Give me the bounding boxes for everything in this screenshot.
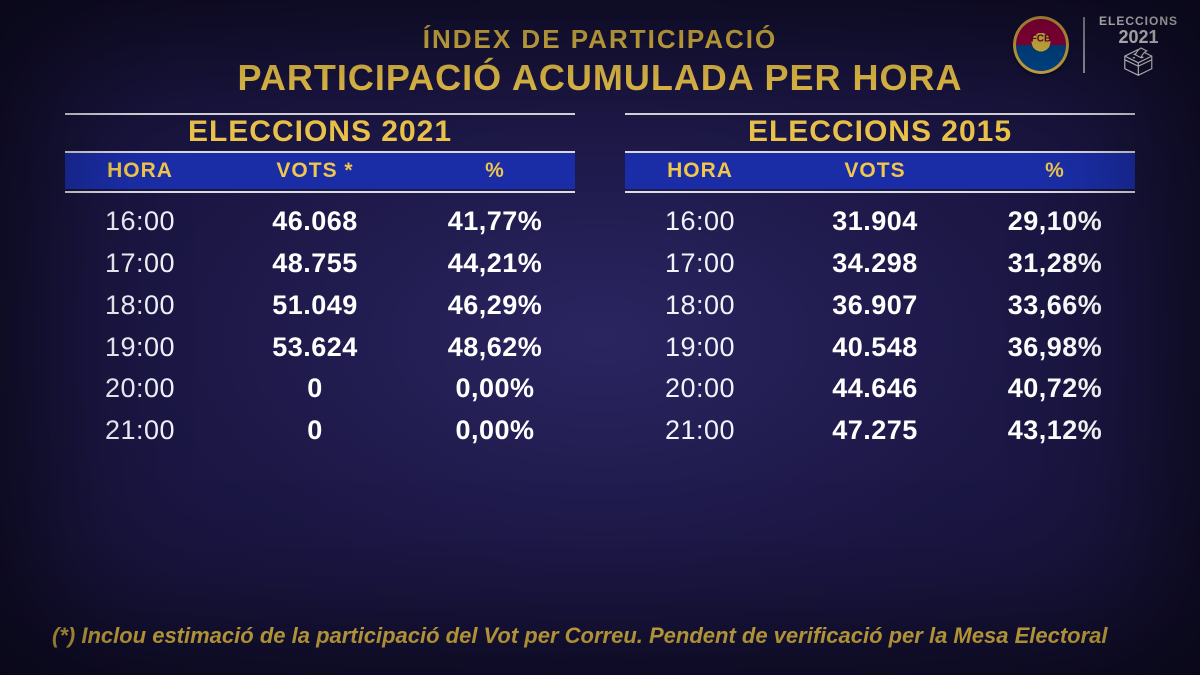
table-row: 16:0031.90429,10% (625, 201, 1135, 243)
title-big: PARTICIPACIÓ ACUMULADA PER HORA (238, 57, 963, 99)
table-row: 16:0046.06841,77% (65, 201, 575, 243)
table-2015-title: ELECCIONS 2015 (625, 115, 1135, 149)
ballot-icon: 🗳 (1099, 48, 1178, 76)
cell-pct: 40,72% (975, 368, 1135, 410)
col-hora: HORA (65, 159, 215, 183)
table-2021-columns: HORA VOTS * % (65, 153, 575, 189)
col-pct: % (415, 159, 575, 183)
cell-pct: 36,98% (975, 327, 1135, 369)
cell-vots: 44.646 (775, 368, 975, 410)
col-vots: VOTS (775, 159, 975, 183)
cell-hora: 16:00 (65, 201, 215, 243)
elections-badge-label: ELECCIONS (1099, 14, 1178, 28)
table-row: 17:0034.29831,28% (625, 243, 1135, 285)
cell-vots: 46.068 (215, 201, 415, 243)
fcb-crest-icon (1013, 16, 1069, 74)
cell-hora: 18:00 (625, 285, 775, 327)
table-row: 19:0040.54836,98% (625, 327, 1135, 369)
cell-vots: 47.275 (775, 410, 975, 452)
col-hora: HORA (625, 159, 775, 183)
title-small: ÍNDEX DE PARTICIPACIÓ (238, 24, 963, 55)
cell-hora: 19:00 (65, 327, 215, 369)
titles: ÍNDEX DE PARTICIPACIÓ PARTICIPACIÓ ACUMU… (238, 24, 963, 99)
cell-vots: 0 (215, 368, 415, 410)
header: ÍNDEX DE PARTICIPACIÓ PARTICIPACIÓ ACUMU… (22, 18, 1178, 99)
cell-hora: 20:00 (65, 368, 215, 410)
cell-vots: 53.624 (215, 327, 415, 369)
elections-badge: ELECCIONS 2021 🗳 (1099, 14, 1178, 76)
table-2015-columns: HORA VOTS % (625, 153, 1135, 189)
cell-vots: 40.548 (775, 327, 975, 369)
table-row: 21:0000,00% (65, 410, 575, 452)
cell-pct: 46,29% (415, 285, 575, 327)
screen: ÍNDEX DE PARTICIPACIÓ PARTICIPACIÓ ACUMU… (22, 18, 1178, 645)
table-2015: ELECCIONS 2015 HORA VOTS % 16:0031.90429… (625, 111, 1135, 452)
cell-hora: 17:00 (625, 243, 775, 285)
cell-pct: 0,00% (415, 368, 575, 410)
cell-vots: 48.755 (215, 243, 415, 285)
cell-hora: 19:00 (625, 327, 775, 369)
footnote: (*) Inclou estimació de la participació … (52, 623, 1148, 649)
table-row: 20:0044.64640,72% (625, 368, 1135, 410)
table-row: 18:0051.04946,29% (65, 285, 575, 327)
cell-pct: 0,00% (415, 410, 575, 452)
cell-pct: 48,62% (415, 327, 575, 369)
cell-vots: 34.298 (775, 243, 975, 285)
table-row: 19:0053.62448,62% (65, 327, 575, 369)
table-2015-rows: 16:0031.90429,10%17:0034.29831,28%18:003… (625, 193, 1135, 452)
cell-hora: 21:00 (625, 410, 775, 452)
table-row: 17:0048.75544,21% (65, 243, 575, 285)
cell-pct: 44,21% (415, 243, 575, 285)
cell-vots: 0 (215, 410, 415, 452)
table-row: 18:0036.90733,66% (625, 285, 1135, 327)
elections-badge-year: 2021 (1099, 28, 1178, 46)
table-2021-title: ELECCIONS 2021 (65, 115, 575, 149)
cell-hora: 16:00 (625, 201, 775, 243)
cell-pct: 33,66% (975, 285, 1135, 327)
cell-hora: 20:00 (625, 368, 775, 410)
cell-hora: 21:00 (65, 410, 215, 452)
cell-vots: 31.904 (775, 201, 975, 243)
cell-pct: 29,10% (975, 201, 1135, 243)
cell-vots: 51.049 (215, 285, 415, 327)
cell-pct: 43,12% (975, 410, 1135, 452)
table-2021: ELECCIONS 2021 HORA VOTS * % 16:0046.068… (65, 111, 575, 452)
cell-pct: 31,28% (975, 243, 1135, 285)
table-row: 21:0047.27543,12% (625, 410, 1135, 452)
cell-pct: 41,77% (415, 201, 575, 243)
cell-hora: 18:00 (65, 285, 215, 327)
cell-hora: 17:00 (65, 243, 215, 285)
col-pct: % (975, 159, 1135, 183)
col-vots: VOTS * (215, 159, 415, 183)
cell-vots: 36.907 (775, 285, 975, 327)
tables: ELECCIONS 2021 HORA VOTS * % 16:0046.068… (22, 111, 1178, 452)
table-row: 20:0000,00% (65, 368, 575, 410)
badge-divider (1083, 17, 1085, 73)
table-2021-rows: 16:0046.06841,77%17:0048.75544,21%18:005… (65, 193, 575, 452)
header-badges: ELECCIONS 2021 🗳 (1013, 14, 1178, 76)
